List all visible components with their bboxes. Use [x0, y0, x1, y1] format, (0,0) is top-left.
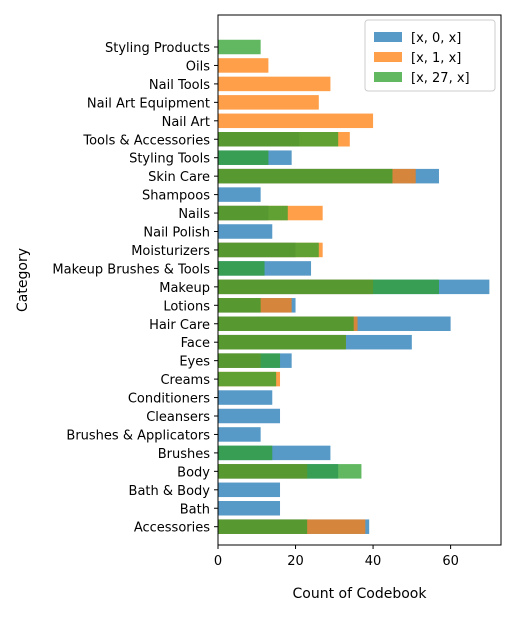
- bar-2-18: [218, 371, 277, 387]
- bar-1-1: [218, 58, 269, 73]
- y-tick-label: Nail Polish: [143, 226, 210, 241]
- bar-2-16: [218, 334, 346, 350]
- bar-0-25: [218, 501, 281, 516]
- y-tick-label: Accessories: [134, 521, 210, 536]
- y-axis-label: Category: [15, 248, 31, 312]
- bar-1-4: [218, 113, 374, 129]
- y-tick-label: Conditioners: [128, 392, 210, 407]
- bar-2-7: [218, 168, 393, 184]
- y-tick-label: Body: [177, 465, 210, 480]
- bar-0-21: [218, 427, 261, 442]
- y-tick-label: Face: [181, 336, 210, 351]
- y-tick-label: Makeup Brushes & Tools: [52, 262, 210, 277]
- legend-swatch-1: [374, 52, 402, 62]
- y-tick-label: Brushes: [158, 447, 211, 462]
- bar-0-24: [218, 482, 281, 498]
- legend-label-0: [x, 0, x]: [411, 31, 461, 46]
- y-tick-label: Hair Care: [149, 318, 210, 333]
- legend-swatch-2: [374, 72, 402, 82]
- y-tick-label: Styling Tools: [129, 152, 210, 167]
- bar-2-5: [218, 132, 339, 147]
- y-tick-label: Bath & Body: [129, 484, 211, 499]
- y-tick-label: Nail Art: [162, 115, 210, 130]
- bar-2-12: [218, 261, 265, 276]
- bars-layer: [218, 39, 490, 534]
- y-tick-label: Bath: [180, 502, 210, 517]
- bar-2-26: [218, 519, 308, 534]
- y-tick-label: Makeup: [159, 281, 210, 296]
- bar-2-22: [218, 445, 273, 461]
- y-tick-label: Styling Products: [105, 41, 210, 56]
- bar-1-3: [218, 95, 319, 110]
- bar-2-23: [218, 464, 362, 479]
- y-tick-label: Shampoos: [142, 189, 210, 204]
- bar-1-2: [218, 76, 331, 92]
- y-tick-label: Brushes & Applicators: [66, 428, 210, 443]
- x-tick-label: 60: [442, 554, 459, 569]
- y-tick-label: Nail Art Equipment: [87, 96, 210, 111]
- plot-frame: [217, 14, 502, 546]
- bar-2-0: [218, 39, 261, 55]
- x-axis-label: Count of Codebook: [293, 586, 428, 602]
- legend: [x, 0, x] [x, 1, x] [x, 27, x]: [364, 19, 496, 92]
- x-tick-label: 0: [214, 554, 222, 569]
- bar-2-13: [218, 279, 439, 295]
- y-axis-ticks: Styling Products Oils Nail Tools Nail Art E…: [52, 41, 218, 536]
- y-tick-label: Eyes: [179, 355, 210, 370]
- x-axis-ticks: 0 20 40 60: [214, 545, 459, 569]
- y-tick-label: Moisturizers: [131, 244, 210, 259]
- bar-0-10: [218, 224, 273, 239]
- y-tick-label: Cleansers: [146, 410, 210, 425]
- legend-label-1: [x, 1, x]: [411, 51, 461, 66]
- bar-2-14: [218, 298, 261, 313]
- y-tick-label: Nails: [178, 207, 210, 222]
- bar-2-6: [218, 150, 269, 165]
- y-tick-label: Creams: [160, 373, 210, 388]
- bar-0-19: [218, 390, 273, 405]
- bar-2-17: [218, 353, 281, 368]
- bar-2-15: [218, 316, 354, 331]
- y-tick-label: Oils: [186, 59, 210, 74]
- y-tick-label: Nail Tools: [149, 78, 210, 93]
- y-tick-label: Skin Care: [148, 170, 210, 185]
- y-tick-label: Tools & Accessories: [82, 133, 210, 148]
- bar-2-11: [218, 242, 319, 258]
- x-tick-label: 20: [287, 554, 304, 569]
- legend-label-2: [x, 27, x]: [411, 71, 470, 86]
- x-tick-label: 40: [365, 554, 382, 569]
- bar-0-20: [218, 408, 281, 424]
- bar-2-9: [218, 205, 288, 221]
- y-tick-label: Lotions: [163, 299, 210, 314]
- legend-swatch-0: [374, 32, 402, 42]
- bar-0-8: [218, 187, 261, 202]
